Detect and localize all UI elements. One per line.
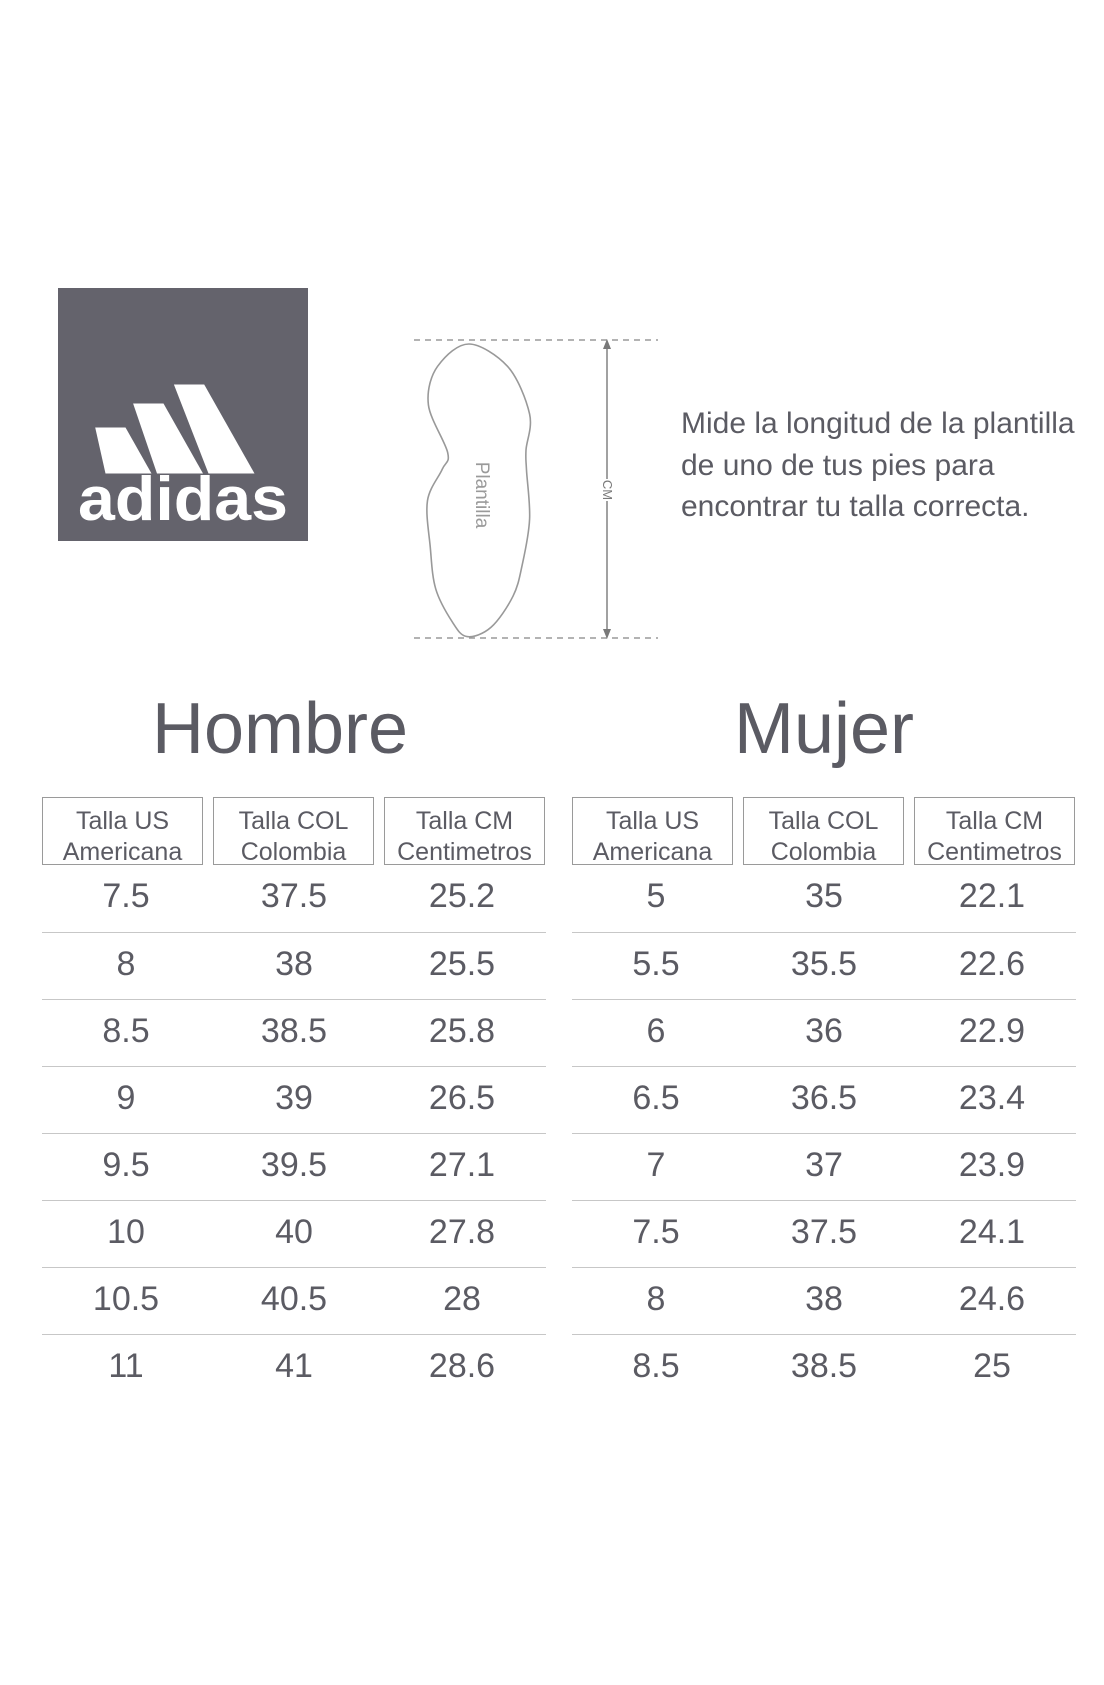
svg-text:adidas: adidas [78, 465, 288, 534]
svg-text:Plantilla: Plantilla [471, 462, 492, 529]
svg-text:CM: CM [600, 480, 615, 500]
